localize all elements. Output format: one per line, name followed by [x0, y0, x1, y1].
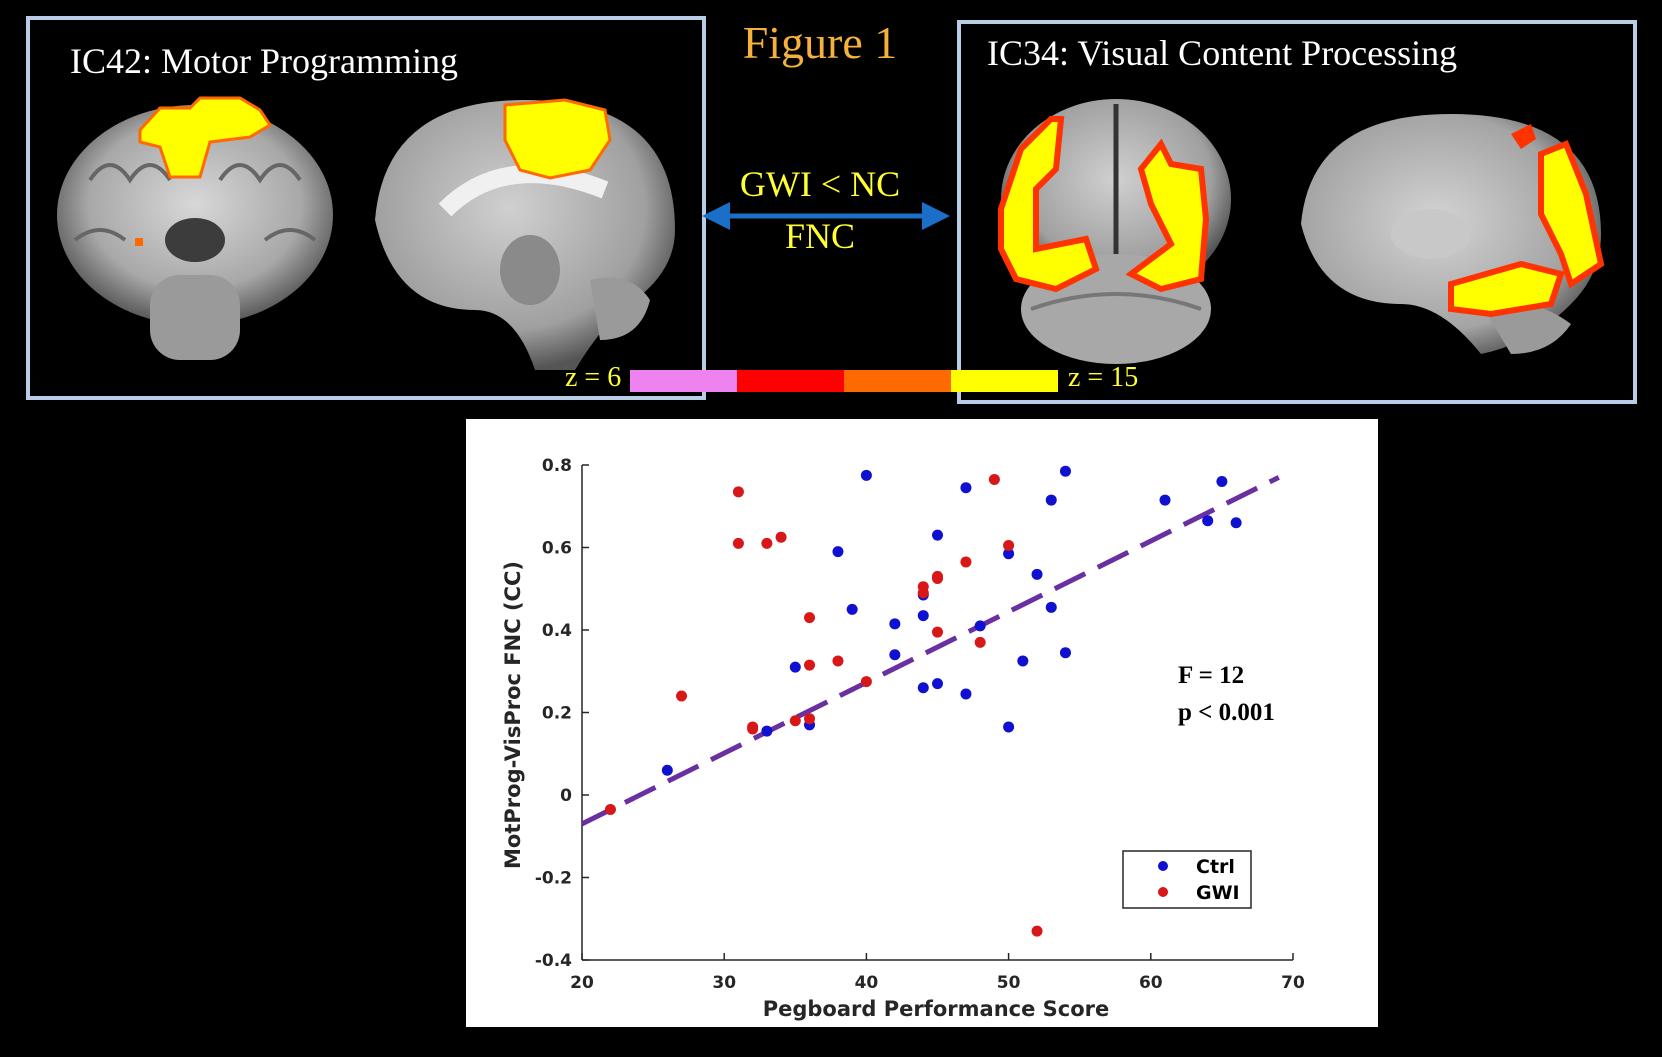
ctrl-data-point [1003, 548, 1015, 560]
colorbar-max-label: z = 15 [1068, 362, 1139, 393]
motor-programming-panel: IC42: Motor Programming [26, 16, 706, 400]
gwi-data-point [604, 803, 616, 815]
ctrl-data-point [1059, 465, 1071, 477]
gwi-data-point [960, 556, 972, 568]
colorbar-segment [737, 370, 844, 392]
gwi-data-point [988, 473, 1000, 485]
gwi-data-point [832, 655, 844, 667]
ctrl-data-point [761, 725, 773, 737]
y-tick-label: -0.2 [535, 869, 572, 889]
x-tick-label: 70 [1281, 973, 1305, 993]
gwi-data-point [789, 715, 801, 727]
legend-marker-gwi [1158, 887, 1168, 897]
gwi-data-point [917, 587, 929, 599]
y-tick-label: 0.4 [542, 621, 572, 641]
colorbar-segment [951, 370, 1058, 392]
ctrl-data-point [1059, 647, 1071, 659]
gwi-data-point [1003, 539, 1015, 551]
gwi-data-point [676, 690, 688, 702]
ctrl-data-point [661, 764, 673, 776]
y-axis-label: MotProg-VisProc FNC (CC) [501, 561, 525, 869]
data-points [604, 465, 1242, 937]
ctrl-data-point [917, 610, 929, 622]
y-tick-label: 0.6 [542, 539, 572, 559]
coronal-brain-slice-right [998, 99, 1231, 364]
figure-title: Figure 1 [742, 17, 898, 68]
ctrl-data-point [1017, 655, 1029, 667]
fnc-label: FNC [784, 216, 856, 256]
legend: Ctrl GWI [1122, 850, 1252, 909]
gwi-data-point [732, 486, 744, 498]
p-value: p < 0.001 [1178, 699, 1275, 726]
gwi-data-point [804, 659, 816, 671]
gwi-data-point [775, 531, 787, 543]
ctrl-data-point [1045, 601, 1057, 613]
chart-axes: 20 30 40 50 60 70 -0.4 -0.2 0 0.2 0.4 0.6 0.8 [535, 456, 1305, 993]
colorbar-segment [844, 370, 951, 392]
colorbar-segment [630, 370, 737, 392]
ctrl-data-point [1230, 517, 1242, 529]
ctrl-data-point [932, 678, 943, 690]
f-statistic: F = 12 [1178, 662, 1244, 689]
chart-canvas: 20 30 40 50 60 70 -0.4 -0.2 0 0.2 0.4 0.6 0.8 F = 12… [501, 456, 1305, 1021]
gwi-data-point [932, 572, 943, 584]
gwi-data-point [974, 636, 986, 648]
sagittal-brain-slice-right [1301, 114, 1605, 354]
gwi-data-point [732, 537, 744, 549]
coronal-brain-slice-left [57, 96, 333, 360]
right-panel-title: IC34: Visual Content Processing [987, 33, 1458, 73]
ctrl-data-point [1031, 568, 1043, 580]
visual-content-processing-panel: IC34: Visual Content Processing [957, 20, 1637, 404]
x-tick-label: 50 [997, 973, 1021, 993]
ctrl-data-point [917, 682, 929, 694]
ctrl-data-point [789, 661, 801, 673]
x-tick-label: 40 [855, 973, 879, 993]
legend-label-ctrl: Ctrl [1196, 856, 1235, 878]
gwi-data-point [747, 723, 759, 735]
gwi-data-point [804, 612, 816, 624]
colorbar [630, 370, 1058, 392]
gwi-data-point [1031, 925, 1043, 937]
ctrl-data-point [1202, 515, 1214, 527]
ctrl-data-point [889, 649, 901, 661]
colorbar-min-label: z = 6 [565, 362, 622, 393]
group-comparison-label: GWI < NC [739, 164, 901, 204]
x-tick-label: 20 [570, 973, 594, 993]
scatter-chart: 20 30 40 50 60 70 -0.4 -0.2 0 0.2 0.4 0.6 0.8 F = 12… [466, 419, 1378, 1027]
ctrl-data-point [1216, 476, 1228, 487]
sagittal-brain-slice-left [375, 98, 675, 370]
ctrl-data-point [889, 618, 901, 630]
gwi-data-point [761, 537, 773, 549]
ctrl-data-point [1003, 721, 1015, 733]
fit-line-group [580, 475, 1280, 827]
x-axis-label: Pegboard Performance Score [763, 997, 1110, 1021]
legend-box [1122, 850, 1252, 909]
ctrl-data-point [860, 469, 872, 481]
gwi-data-point [932, 626, 943, 638]
y-tick-label: -0.4 [535, 951, 572, 971]
regression-fit-line [580, 475, 1280, 827]
legend-marker-ctrl [1158, 861, 1168, 871]
legend-label-gwi: GWI [1196, 882, 1240, 904]
gwi-data-point [804, 713, 816, 725]
ctrl-data-point [960, 482, 972, 494]
ctrl-data-point [974, 620, 986, 632]
y-tick-label: 0.8 [542, 456, 572, 476]
ctrl-data-point [832, 546, 844, 558]
ctrl-data-point [932, 529, 943, 541]
ctrl-data-point [846, 603, 858, 615]
y-tick-label: 0.2 [542, 704, 572, 724]
x-tick-label: 60 [1139, 973, 1163, 993]
ctrl-data-point [1045, 494, 1057, 506]
ctrl-data-point [1159, 494, 1171, 506]
left-panel-title: IC42: Motor Programming [70, 41, 458, 81]
double-arrow-icon [702, 202, 950, 230]
gwi-data-point [860, 676, 872, 688]
ctrl-data-point [960, 688, 972, 700]
x-tick-label: 30 [712, 973, 736, 993]
y-tick-label: 0 [560, 786, 572, 806]
